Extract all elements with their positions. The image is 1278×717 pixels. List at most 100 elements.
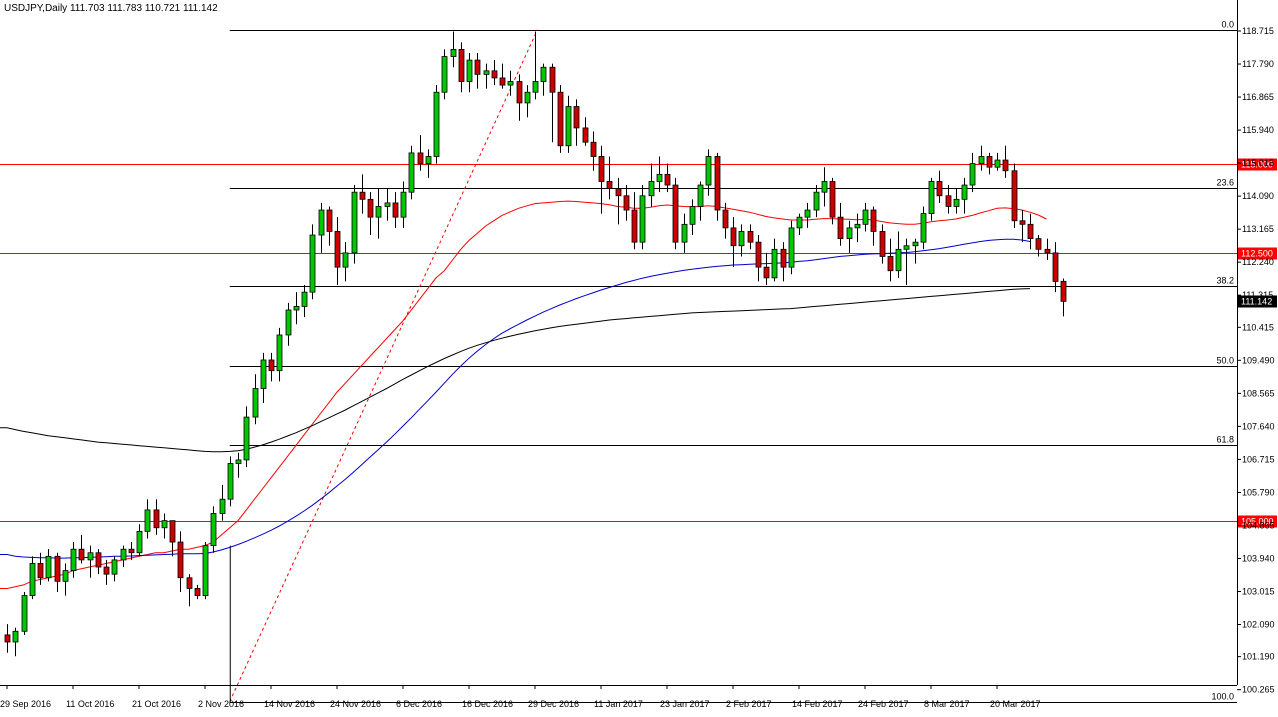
candle-body (260, 359, 267, 389)
candle-body (1035, 238, 1042, 250)
price-tag-label: 105.000 (1241, 517, 1274, 527)
fib-level-label: 0.0 (1221, 20, 1234, 30)
candle-body (854, 223, 861, 229)
candle-body (837, 216, 844, 239)
y-tick-label: 115.940 (1242, 125, 1274, 135)
candle-body (887, 256, 894, 272)
candle-body (70, 548, 77, 572)
candle-body (194, 588, 201, 596)
x-tick-label: 29 Dec 2016 (528, 699, 579, 709)
candle-body (862, 209, 869, 225)
candle-body (4, 634, 11, 643)
candle-body (705, 156, 712, 186)
x-tick-label: 23 Jan 2017 (660, 699, 710, 709)
price-axis: 118.715 117.790 116.865 115.940 115.015 114.0… (0, 0, 1277, 695)
candle-body (648, 181, 655, 197)
x-tick-label: 11 Jan 2017 (594, 699, 643, 709)
candle-body (417, 152, 424, 165)
candle-body (606, 181, 613, 190)
current-price-label: 111.142 (1241, 297, 1272, 307)
candle-body (474, 59, 481, 75)
candle-body (969, 163, 976, 186)
fib-level-label: 23.6 (1216, 178, 1234, 188)
price-tag-label: 112.500 (1241, 249, 1273, 259)
candle-body (483, 70, 490, 75)
y-tick-label: 101.190 (1242, 652, 1275, 662)
fib-level-label: 61.8 (1216, 435, 1234, 445)
candle-body (813, 191, 820, 211)
candle-body (631, 209, 638, 243)
y-tick-label: 105.790 (1242, 487, 1275, 497)
y-tick-label: 108.565 (1242, 388, 1275, 398)
candle-body (639, 195, 646, 243)
candle-body (210, 513, 217, 547)
candle-body (804, 209, 811, 218)
moving-average-line (0, 288, 1031, 453)
candle-body (450, 48, 457, 57)
candle-body (458, 48, 465, 82)
y-tick-label: 116.865 (1242, 92, 1274, 102)
candle-body (169, 520, 176, 543)
candle-body (846, 227, 853, 239)
candle-body (549, 66, 556, 93)
time-axis: 29 Sep 2016 11 Oct 2016 21 Oct 2016 2 Nov 2… (0, 685, 1041, 709)
candle-body (986, 156, 993, 168)
y-tick-label: 109.490 (1242, 355, 1275, 365)
candle-body (623, 195, 630, 211)
candle-body (1060, 280, 1067, 302)
candle-body (615, 188, 622, 197)
candle-body (276, 334, 283, 372)
candle-body (895, 248, 902, 272)
moving-average-line (0, 238, 1031, 559)
candle-body (590, 141, 597, 157)
candle-body (565, 106, 572, 147)
candle-body (235, 459, 242, 464)
fib-trendline[interactable] (229, 29, 538, 702)
x-tick-label: 2 Feb 2017 (726, 699, 772, 709)
candle-body (433, 91, 440, 157)
x-tick-label: 8 Mar 2017 (924, 699, 970, 709)
price-tag (1238, 247, 1277, 260)
candle-body (1011, 170, 1018, 222)
y-tick-label: 103.015 (1242, 586, 1275, 596)
y-tick-label: 113.165 (1242, 224, 1274, 234)
candle-body (755, 241, 762, 268)
price-tag-label: 115.000 (1241, 160, 1273, 170)
candle-body (945, 195, 952, 207)
candle-body (326, 209, 333, 232)
candle-body (978, 156, 985, 165)
candle-body (285, 309, 292, 336)
candle-body (936, 181, 943, 197)
candle-body (120, 548, 127, 561)
candle-body (227, 463, 234, 500)
candle-body (186, 577, 193, 589)
candle-body (161, 520, 168, 529)
candle-body (45, 555, 52, 579)
candle-body (1027, 223, 1034, 239)
x-tick-label: 6 Dec 2016 (396, 699, 442, 709)
fibonacci-retracement[interactable]: 0.0 23.6 38.2 50.0 61.8 100.0 (229, 20, 1237, 703)
x-tick-label: 14 Feb 2017 (792, 699, 843, 709)
candle-body (441, 56, 448, 93)
candle-body (351, 191, 358, 254)
y-tick-label: 103.940 (1242, 553, 1275, 563)
candle-body (714, 156, 721, 211)
candle-body (136, 530, 143, 554)
y-tick-label: 115.015 (1242, 158, 1274, 168)
candle-body (681, 223, 688, 243)
y-tick-label: 112.240 (1242, 257, 1274, 267)
y-tick-label: 102.090 (1242, 620, 1275, 630)
horizontal-levels[interactable]: 115.000 112.500 105.000 (0, 158, 1277, 528)
candle-body (318, 209, 325, 236)
candle-body (87, 552, 94, 561)
candle-body (219, 498, 226, 514)
candle-body (573, 106, 580, 129)
candle-body (309, 234, 316, 293)
candle-body (780, 248, 787, 268)
candle-body (54, 555, 61, 582)
candle-body (656, 173, 663, 182)
candle-body (771, 248, 778, 279)
candle-body (557, 91, 564, 147)
candle-body (499, 77, 506, 86)
